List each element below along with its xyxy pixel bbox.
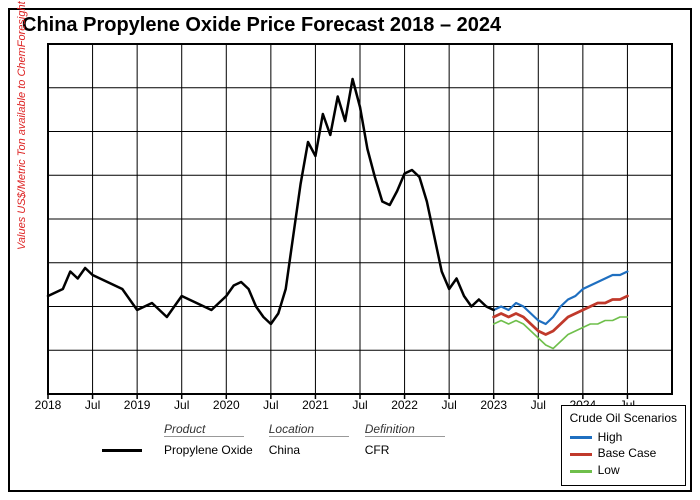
x-tick-label: 2021 [302,398,329,412]
legend-swatch-base [570,453,592,456]
meta-product: Propylene Oxide [164,441,267,459]
legend-label-low: Low [598,463,620,477]
meta-header-product: Product [164,422,244,437]
x-tick-label: Jul [85,398,100,412]
legend-box: Crude Oil Scenarios High Base Case Low [561,405,686,486]
meta-table: Product Location Definition Propylene Ox… [100,418,461,461]
x-tick-label: 2018 [35,398,62,412]
x-tick-label: Jul [352,398,367,412]
legend-title: Crude Oil Scenarios [570,410,677,427]
meta-header-location: Location [269,422,349,437]
x-tick-label: 2023 [480,398,507,412]
meta-header-definition: Definition [365,422,445,437]
x-tick-label: 2020 [213,398,240,412]
x-tick-label: Jul [263,398,278,412]
legend-label-high: High [598,430,623,444]
historical-swatch [102,449,142,452]
x-tick-label: Jul [531,398,546,412]
legend-item: Low [570,462,677,479]
x-tick-label: Jul [441,398,456,412]
x-tick-label: 2022 [391,398,418,412]
meta-definition: CFR [365,441,459,459]
x-tick-label: Jul [174,398,189,412]
legend-swatch-high [570,436,592,439]
legend-swatch-low [570,470,592,473]
x-tick-label: 2019 [124,398,151,412]
meta-location: China [269,441,363,459]
legend-item: High [570,429,677,446]
legend-item: Base Case [570,445,677,462]
legend-label-base: Base Case [598,446,657,460]
